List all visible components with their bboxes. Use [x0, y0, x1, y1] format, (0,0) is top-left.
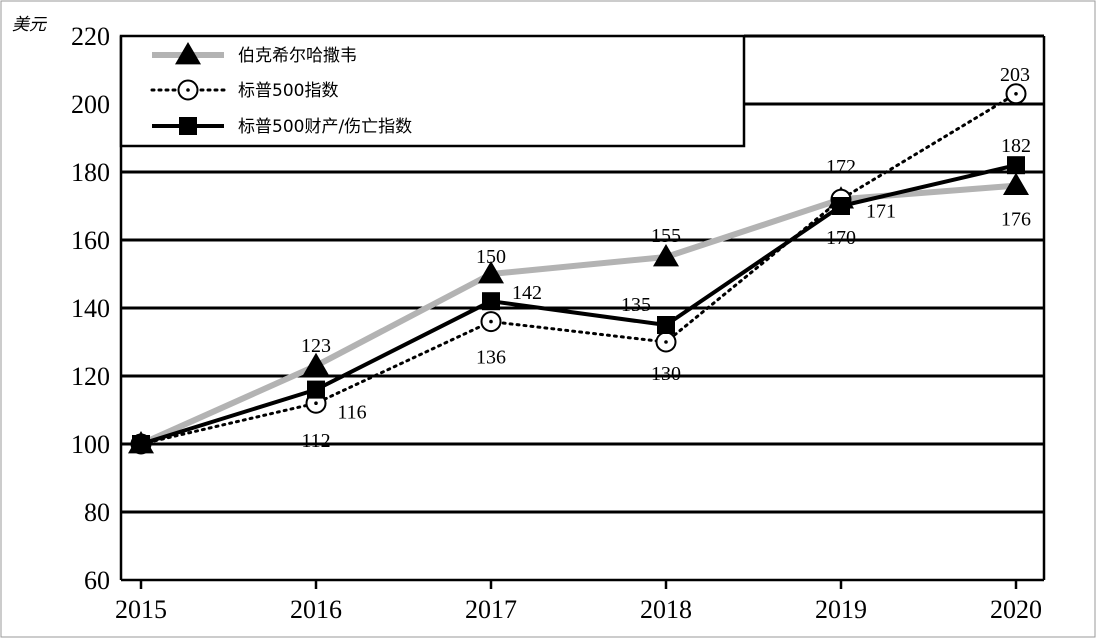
data-label: 136 — [476, 347, 506, 369]
y-axis-unit: 美元 — [12, 15, 48, 34]
x-axis-ticks: 2015 2016 2017 2018 2019 2020 — [115, 580, 1042, 624]
series-3-marker — [832, 197, 850, 215]
y-tick-label: 200 — [71, 90, 110, 119]
series-1-marker — [478, 261, 504, 284]
y-axis-ticks: 60 80 100 120 140 160 180 200 220 — [71, 22, 110, 595]
y-tick-label: 160 — [71, 226, 110, 255]
series-3-marker — [482, 292, 500, 311]
legend-label: 标普500财产/伤亡指数 — [238, 117, 412, 137]
x-tick-label: 2019 — [815, 595, 867, 624]
x-tick-label: 2018 — [640, 595, 692, 624]
y-tick-label: 180 — [71, 158, 110, 187]
series-2-marker-dot — [1014, 92, 1018, 96]
data-label: 142 — [512, 282, 542, 304]
data-label: 155 — [651, 225, 681, 247]
legend-label: 标普500指数 — [238, 81, 338, 101]
data-label: 182 — [1001, 135, 1031, 157]
data-label: 176 — [1001, 209, 1031, 231]
legend-label: 伯克希尔哈撒韦 — [238, 46, 357, 66]
data-label: 203 — [1000, 64, 1030, 86]
data-label: 130 — [651, 363, 681, 385]
series-1-marker — [653, 244, 679, 267]
data-label: 172 — [826, 156, 856, 178]
grid — [121, 34, 1044, 514]
data-label: 123 — [301, 335, 331, 357]
series-line-3 — [140, 163, 1017, 446]
legend-marker-1 — [175, 42, 201, 65]
x-tick-label: 2016 — [290, 595, 342, 624]
data-labels: 123 150 155 172 176 112 136 130 203 116 142 135 170 1… — [301, 64, 1031, 452]
y-tick-label: 60 — [84, 566, 110, 595]
series-3-marker — [1007, 156, 1025, 175]
data-label: 116 — [337, 402, 366, 424]
data-label: 170 — [826, 227, 856, 249]
series-3-marker — [657, 316, 675, 334]
x-tick-label: 2015 — [115, 595, 167, 624]
data-label: 112 — [301, 430, 330, 452]
series-3-marker — [132, 435, 150, 453]
y-tick-label: 120 — [71, 362, 110, 391]
series-line-1 — [139, 182, 1017, 447]
series-1-marker — [303, 352, 329, 376]
legend-marker-3 — [179, 117, 197, 135]
y-tick-label: 140 — [71, 294, 110, 323]
series-2-marker-dot — [664, 340, 668, 344]
y-tick-label: 100 — [71, 430, 110, 459]
data-label: 171 — [866, 201, 896, 223]
series-2-marker-dot — [489, 319, 493, 324]
x-tick-label: 2017 — [465, 595, 517, 624]
data-label: 135 — [621, 294, 651, 316]
data-label: 150 — [476, 246, 506, 268]
series-line-2 — [139, 92, 1018, 446]
series-layer — [128, 83, 1029, 455]
y-tick-label: 220 — [71, 22, 110, 51]
series-1-marker — [1003, 172, 1029, 195]
series-3-marker — [307, 380, 325, 399]
series-2-marker-dot — [314, 401, 318, 406]
x-tick-label: 2020 — [990, 595, 1042, 624]
legend-marker-2-dot — [186, 88, 190, 92]
y-tick-label: 80 — [84, 498, 110, 527]
